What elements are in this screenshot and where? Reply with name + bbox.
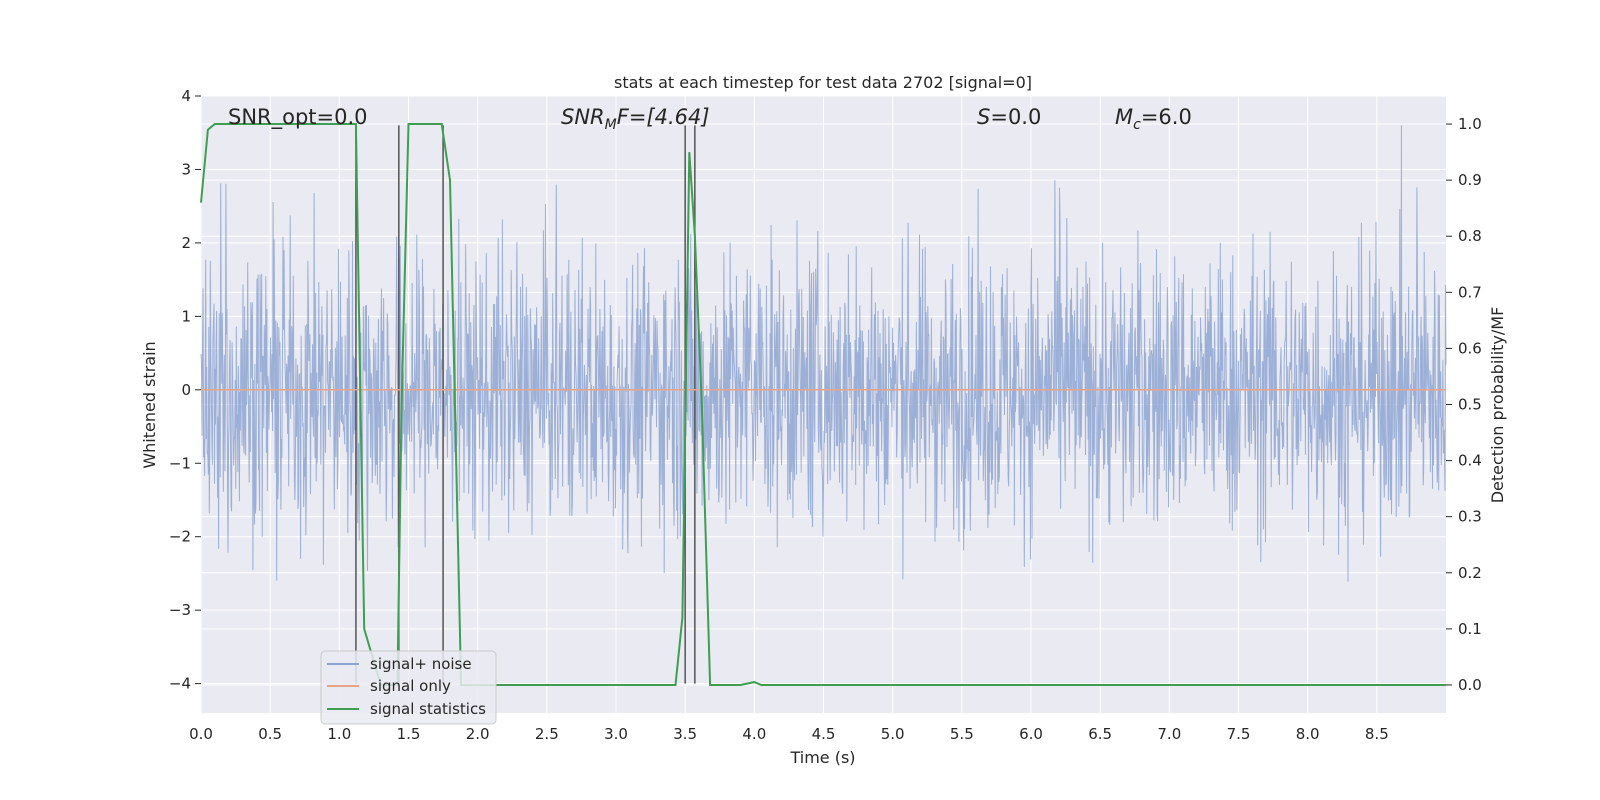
annotation-snr-opt: SNR_opt=0.0: [228, 105, 368, 130]
y-tick-label-right: 0.3: [1458, 508, 1482, 526]
y-tick-label-left: 1: [181, 307, 191, 325]
grid-lines: [200, 95, 1446, 713]
legend-label-signal-statistics: signal statistics: [370, 700, 486, 718]
annotation-mc: Mc=6.0: [1115, 105, 1192, 133]
x-tick-label: 0.5: [258, 725, 282, 743]
annotation-snr-mf: SNRMF=[4.64]: [561, 105, 710, 133]
y-tick-label-left: −2: [169, 528, 191, 546]
y-tick-label-right: 0.6: [1458, 339, 1482, 357]
signal-noise-series: [200, 125, 1447, 582]
y-tick-label-right: 0.2: [1458, 564, 1482, 582]
x-axis-label: Time (s): [789, 748, 855, 767]
x-tick-label: 4.5: [812, 725, 836, 743]
legend-label-signal-noise: signal+ noise: [370, 655, 472, 673]
x-tick-label: 8.0: [1296, 725, 1320, 743]
annotation-snr-mf-var: SNR: [561, 105, 605, 129]
x-tick-label: 6.5: [1088, 725, 1112, 743]
y-tick-label-right: 0.7: [1458, 283, 1482, 301]
y-tick-label-left: −4: [169, 675, 191, 693]
x-tick-label: 8.5: [1365, 725, 1389, 743]
signal-noise-line: [200, 125, 1447, 582]
x-tick-label: 4.0: [742, 725, 766, 743]
x-tick-label: 7.5: [1227, 725, 1251, 743]
x-tick-label: 6.0: [1019, 725, 1043, 743]
annotation-mc-value: =6.0: [1141, 105, 1192, 129]
y-tick-label-left: 2: [181, 234, 191, 252]
x-tick-label: 1.5: [397, 725, 421, 743]
legend-box: [320, 650, 497, 725]
y-tick-label-right: 0.9: [1458, 171, 1482, 189]
axis-ticks: 0.0 0.5 1.0 1.5 2.0 2.5 3.0 3.5 4.0 4.5 5.0 5.5 6.0 6…: [169, 87, 1482, 743]
legend: signal+ noise signal only signal statist…: [320, 650, 497, 725]
legend-label-signal-only: signal only: [370, 677, 451, 695]
y-tick-label-right: 0.8: [1458, 227, 1482, 245]
signal-statistics-line: [200, 123, 1446, 686]
y-tick-label-left: 0: [181, 381, 191, 399]
annotation-mc-sub: c: [1133, 117, 1141, 133]
x-tick-label: 1.0: [327, 725, 351, 743]
y-tick-label-right: 1.0: [1458, 115, 1482, 133]
annotation-s-var: S: [977, 105, 990, 129]
chart-title: stats at each timestep for test data 270…: [614, 73, 1032, 92]
y-axis-label-left: Whitened strain: [140, 341, 159, 468]
y-tick-label-left: 3: [181, 160, 191, 178]
annotation-s: S=0.0: [977, 105, 1041, 129]
x-tick-label: 2.0: [466, 725, 490, 743]
annotation-s-value: =0.0: [990, 105, 1041, 129]
signal-statistics-series: [200, 123, 1446, 686]
x-tick-label: 2.5: [535, 725, 559, 743]
x-tick-label: 7.0: [1157, 725, 1181, 743]
y-tick-label-right: 0.4: [1458, 452, 1482, 470]
y-tick-label-right: 0.1: [1458, 620, 1482, 638]
x-tick-label: 0.0: [189, 725, 213, 743]
x-tick-label: 3.0: [604, 725, 628, 743]
annotation-snr-mf-sub: M: [605, 117, 617, 133]
x-tick-label: 3.5: [673, 725, 697, 743]
y-tick-label-left: 4: [181, 87, 191, 105]
y-tick-label-left: −1: [169, 454, 191, 472]
y-tick-label-right: 0.0: [1458, 676, 1482, 694]
y-tick-label-right: 0.5: [1458, 396, 1482, 414]
y-axis-label-right: Detection probability/MF: [1488, 307, 1507, 504]
y-tick-label-left: −3: [169, 601, 191, 619]
x-tick-label: 5.5: [950, 725, 974, 743]
x-tick-label: 5.0: [881, 725, 905, 743]
annotation-snr-mf-value: F=[4.64]: [617, 105, 710, 129]
annotation-mc-var: M: [1115, 105, 1133, 129]
